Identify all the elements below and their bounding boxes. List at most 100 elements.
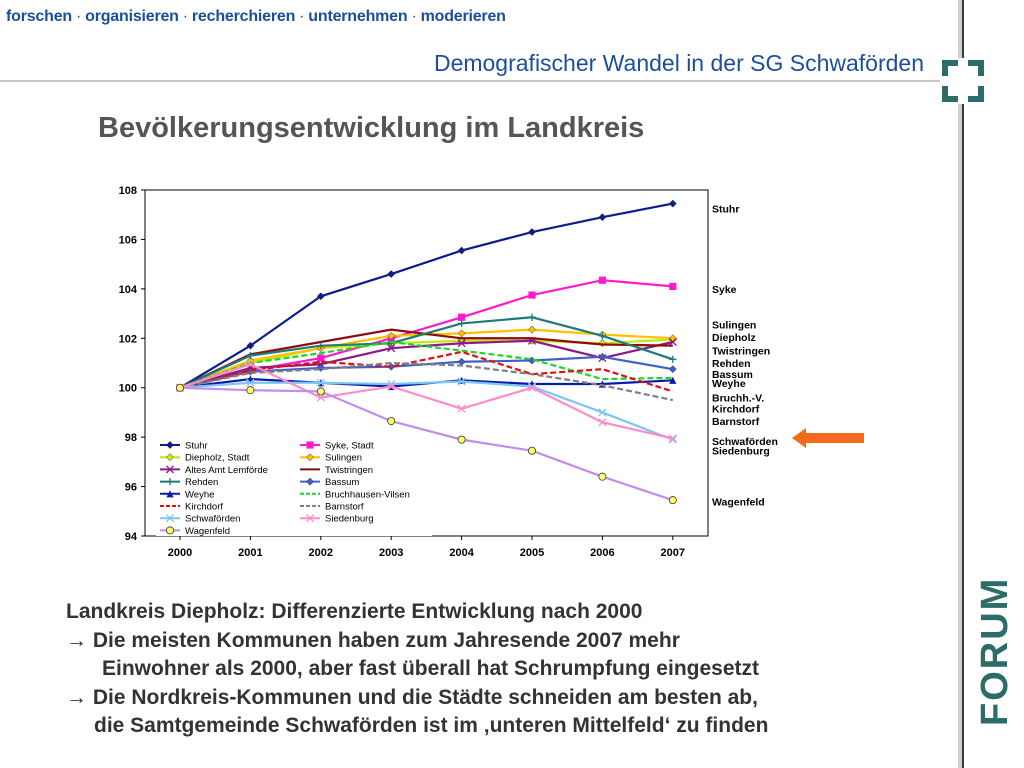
y-tick-label: 106 <box>119 234 137 246</box>
data-point <box>457 246 466 255</box>
x-tick-label: 2004 <box>449 547 474 558</box>
legend-item: Bruchhausen-Vilsen <box>300 489 410 500</box>
population-chart: 94 96 98 100 102 104 106 108 2000 2001 2002 2003 200… <box>119 185 778 558</box>
legend-item: Rehden <box>160 477 218 488</box>
series-bruchhausen-vilsen <box>179 340 673 389</box>
legend-label: Weyhe <box>185 489 214 500</box>
nav-separator: · <box>299 8 305 25</box>
data-point <box>316 292 325 301</box>
series-siedenburg <box>175 360 677 443</box>
legend-item: Siedenburg <box>300 514 374 525</box>
legend-label: Schwaförden <box>185 514 240 525</box>
data-point <box>669 376 677 384</box>
end-label: Stuhr <box>712 204 739 216</box>
legend-item: Weyhe <box>160 489 214 500</box>
data-point <box>306 441 314 449</box>
series-line <box>179 316 674 389</box>
data-point <box>528 325 536 334</box>
legend-label: Wagenfeld <box>185 526 230 537</box>
data-point <box>598 472 607 481</box>
nav-item-organisieren[interactable]: organisieren <box>85 8 179 25</box>
data-point <box>668 434 677 443</box>
end-label: Rehden <box>712 358 751 370</box>
data-point <box>457 329 466 338</box>
data-point <box>246 386 255 395</box>
legend-label: Sulingen <box>325 453 362 464</box>
x-tick-label: 2006 <box>590 547 614 558</box>
right-border-dark-line <box>962 0 964 768</box>
data-point <box>317 342 325 350</box>
x-tick-label: 2003 <box>379 547 403 558</box>
legend-item: Kirchdorf <box>160 502 223 513</box>
legend-label: Stuhr <box>185 441 208 452</box>
end-label: Diepholz <box>712 332 756 344</box>
nav-separator: · <box>75 8 82 25</box>
legend-item: Sulingen <box>300 453 362 464</box>
data-point <box>387 270 396 278</box>
end-label: Twistringen <box>712 346 770 358</box>
summary-line-2: → Die meisten Kommunen haben zum Jahrese… <box>66 628 680 652</box>
data-point <box>246 378 255 387</box>
data-point <box>528 291 536 299</box>
y-tick-label: 98 <box>125 432 137 444</box>
legend-item: Altes Amt Lemförde <box>160 465 268 476</box>
y-tick-label: 100 <box>119 383 137 395</box>
data-point <box>316 387 325 396</box>
summary-line-4: → Die Nordkreis-Kommunen und die Städte … <box>66 685 758 709</box>
legend-item: Wagenfeld <box>160 526 230 537</box>
data-point <box>668 199 677 208</box>
series-line <box>179 363 674 440</box>
data-point <box>317 354 325 362</box>
right-border-line <box>958 0 962 768</box>
data-point <box>527 446 536 455</box>
nav-separator: · <box>411 8 417 25</box>
end-label: Syke <box>712 284 737 296</box>
nav-item-moderieren[interactable]: moderieren <box>420 8 506 25</box>
x-tick-label: 2000 <box>168 547 192 558</box>
data-point <box>246 360 255 369</box>
end-label: Schwaförden <box>712 436 778 448</box>
legend-item: Twistringen <box>300 465 373 476</box>
data-point <box>457 435 466 444</box>
legend-label: Siedenburg <box>325 514 374 525</box>
data-point <box>387 331 396 340</box>
data-point <box>387 344 396 353</box>
legend-item: Diepholz, Stadt <box>160 453 250 464</box>
series-line <box>179 386 674 502</box>
legend-label: Syke, Stadt <box>325 441 374 452</box>
forum-logo-icon <box>940 58 986 104</box>
data-point <box>305 514 315 523</box>
end-label: Sulingen <box>712 320 756 332</box>
end-label: Kirchdorf <box>712 404 760 416</box>
x-tick-label: 2002 <box>309 547 333 558</box>
data-point <box>246 341 255 350</box>
data-point <box>527 383 537 392</box>
legend-item: Schwaförden <box>160 514 240 525</box>
nav-item-recherchieren[interactable]: recherchieren <box>191 8 296 25</box>
data-point <box>165 465 175 474</box>
x-tick-label: 2007 <box>661 547 685 558</box>
data-point <box>598 332 606 340</box>
data-point <box>598 408 607 417</box>
end-label: Barnstorf <box>712 416 760 428</box>
header-divider <box>0 80 958 82</box>
data-point <box>668 496 677 505</box>
y-tick-label: 96 <box>125 482 137 494</box>
data-point <box>528 313 536 321</box>
legend-label: Kirchdorf <box>185 502 223 513</box>
data-point <box>306 477 314 486</box>
y-tick-label: 102 <box>119 333 137 345</box>
end-label: Siedenburg <box>712 446 770 458</box>
nav-item-unternehmen[interactable]: unternehmen <box>308 8 408 25</box>
summary-line-3: Einwohner als 2000, aber fast überall ha… <box>102 657 759 681</box>
data-point <box>166 526 175 535</box>
series-rehden <box>176 313 677 392</box>
legend-label: Bassum <box>325 477 359 488</box>
data-point <box>457 377 466 386</box>
nav-item-forschen[interactable]: forschen <box>6 8 72 25</box>
data-point <box>316 393 325 402</box>
summary-text: Landkreis Diepholz: Differenzierte Entwi… <box>66 598 768 741</box>
end-label: Bruchh.-V. <box>712 393 764 405</box>
legend-label: Altes Amt Lemförde <box>185 465 268 476</box>
end-label: Weyhe <box>712 378 746 390</box>
